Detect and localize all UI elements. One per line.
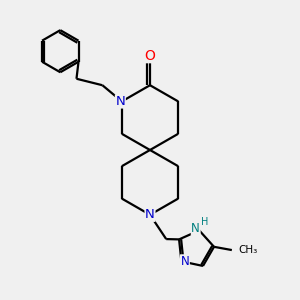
Text: O: O [145, 49, 155, 63]
Text: N: N [181, 255, 189, 268]
Text: H: H [202, 217, 209, 227]
Text: CH₃: CH₃ [238, 245, 258, 255]
Text: N: N [191, 222, 200, 236]
Text: N: N [145, 208, 155, 221]
Text: N: N [116, 95, 125, 108]
